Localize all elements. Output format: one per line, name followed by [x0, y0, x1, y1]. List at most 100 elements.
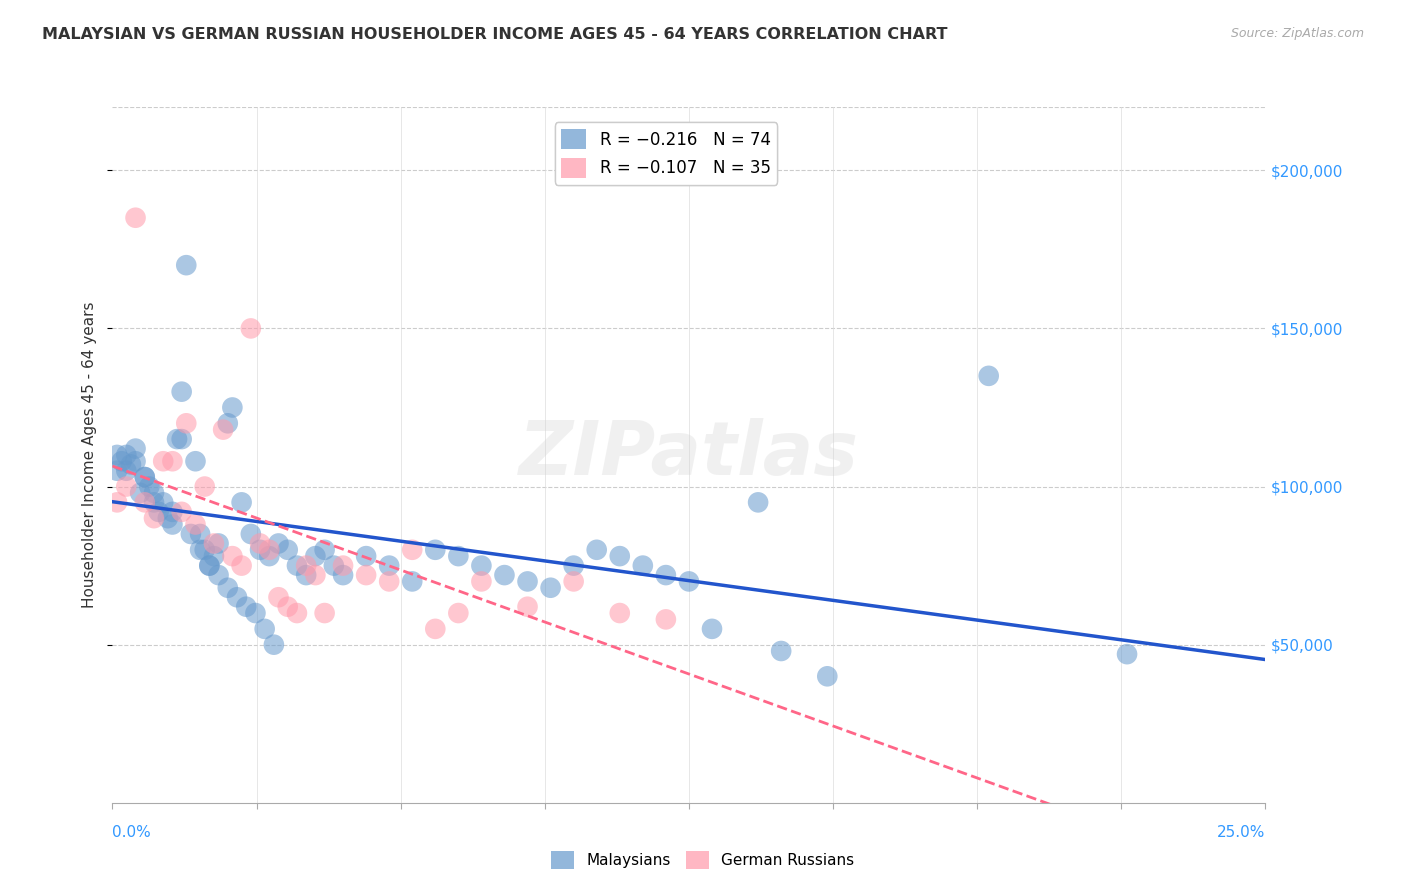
Point: [277, 542, 299, 557]
Point: [249, 542, 271, 557]
Point: [447, 606, 470, 620]
Point: [678, 574, 700, 589]
Point: [124, 442, 146, 456]
Point: [207, 568, 229, 582]
Point: [516, 574, 538, 589]
Point: [494, 568, 516, 582]
Point: [401, 574, 423, 589]
Point: [609, 549, 631, 563]
Point: [314, 606, 336, 620]
Point: [120, 458, 142, 472]
Point: [314, 542, 336, 557]
Text: ZIPatlas: ZIPatlas: [519, 418, 859, 491]
Point: [124, 211, 146, 225]
Point: [267, 536, 290, 550]
Point: [202, 549, 225, 563]
Point: [259, 549, 281, 563]
Point: [124, 454, 146, 468]
Point: [188, 542, 211, 557]
Point: [194, 542, 217, 557]
Point: [162, 454, 184, 468]
Point: [295, 558, 318, 573]
Point: [148, 505, 170, 519]
Point: [134, 470, 156, 484]
Point: [162, 505, 184, 519]
Point: [170, 505, 193, 519]
Point: [770, 644, 793, 658]
Point: [180, 527, 202, 541]
Point: [425, 542, 447, 557]
Point: [231, 495, 253, 509]
Point: [188, 527, 211, 541]
Point: [217, 417, 239, 431]
Point: [174, 258, 197, 272]
Point: [239, 527, 262, 541]
Point: [295, 568, 318, 582]
Point: [304, 568, 326, 582]
Point: [447, 549, 470, 563]
Point: [111, 454, 134, 468]
Point: [332, 558, 354, 573]
Point: [516, 599, 538, 614]
Point: [226, 591, 249, 605]
Point: [540, 581, 562, 595]
Point: [304, 549, 326, 563]
Point: [198, 558, 221, 573]
Point: [170, 384, 193, 399]
Point: [700, 622, 723, 636]
Legend: Malaysians, German Russians: Malaysians, German Russians: [546, 845, 860, 875]
Point: [166, 432, 188, 446]
Point: [202, 536, 225, 550]
Point: [609, 606, 631, 620]
Point: [115, 448, 138, 462]
Point: [977, 368, 1000, 383]
Point: [105, 448, 128, 462]
Point: [143, 486, 166, 500]
Text: 25.0%: 25.0%: [1218, 825, 1265, 840]
Point: [470, 574, 492, 589]
Point: [285, 606, 308, 620]
Point: [184, 454, 207, 468]
Point: [198, 558, 221, 573]
Point: [249, 536, 271, 550]
Point: [655, 568, 678, 582]
Point: [277, 599, 299, 614]
Point: [162, 517, 184, 532]
Point: [562, 574, 585, 589]
Point: [245, 606, 267, 620]
Point: [354, 549, 377, 563]
Point: [174, 417, 197, 431]
Point: [747, 495, 769, 509]
Point: [239, 321, 262, 335]
Point: [105, 495, 128, 509]
Point: [138, 479, 160, 493]
Text: MALAYSIAN VS GERMAN RUSSIAN HOUSEHOLDER INCOME AGES 45 - 64 YEARS CORRELATION CH: MALAYSIAN VS GERMAN RUSSIAN HOUSEHOLDER …: [42, 27, 948, 42]
Point: [129, 486, 152, 500]
Text: 0.0%: 0.0%: [112, 825, 152, 840]
Point: [285, 558, 308, 573]
Point: [267, 591, 290, 605]
Point: [194, 479, 217, 493]
Point: [152, 454, 174, 468]
Point: [425, 622, 447, 636]
Point: [655, 612, 678, 626]
Y-axis label: Householder Income Ages 45 - 64 years: Householder Income Ages 45 - 64 years: [82, 301, 97, 608]
Point: [1116, 647, 1139, 661]
Legend: R = −0.216   N = 74, R = −0.107   N = 35: R = −0.216 N = 74, R = −0.107 N = 35: [554, 122, 778, 185]
Point: [585, 542, 607, 557]
Point: [354, 568, 377, 582]
Text: Source: ZipAtlas.com: Source: ZipAtlas.com: [1230, 27, 1364, 40]
Point: [401, 542, 423, 557]
Point: [332, 568, 354, 582]
Point: [322, 558, 344, 573]
Point: [231, 558, 253, 573]
Point: [217, 581, 239, 595]
Point: [235, 599, 257, 614]
Point: [259, 542, 281, 557]
Point: [115, 479, 138, 493]
Point: [115, 464, 138, 478]
Point: [221, 549, 243, 563]
Point: [470, 558, 492, 573]
Point: [170, 432, 193, 446]
Point: [156, 511, 179, 525]
